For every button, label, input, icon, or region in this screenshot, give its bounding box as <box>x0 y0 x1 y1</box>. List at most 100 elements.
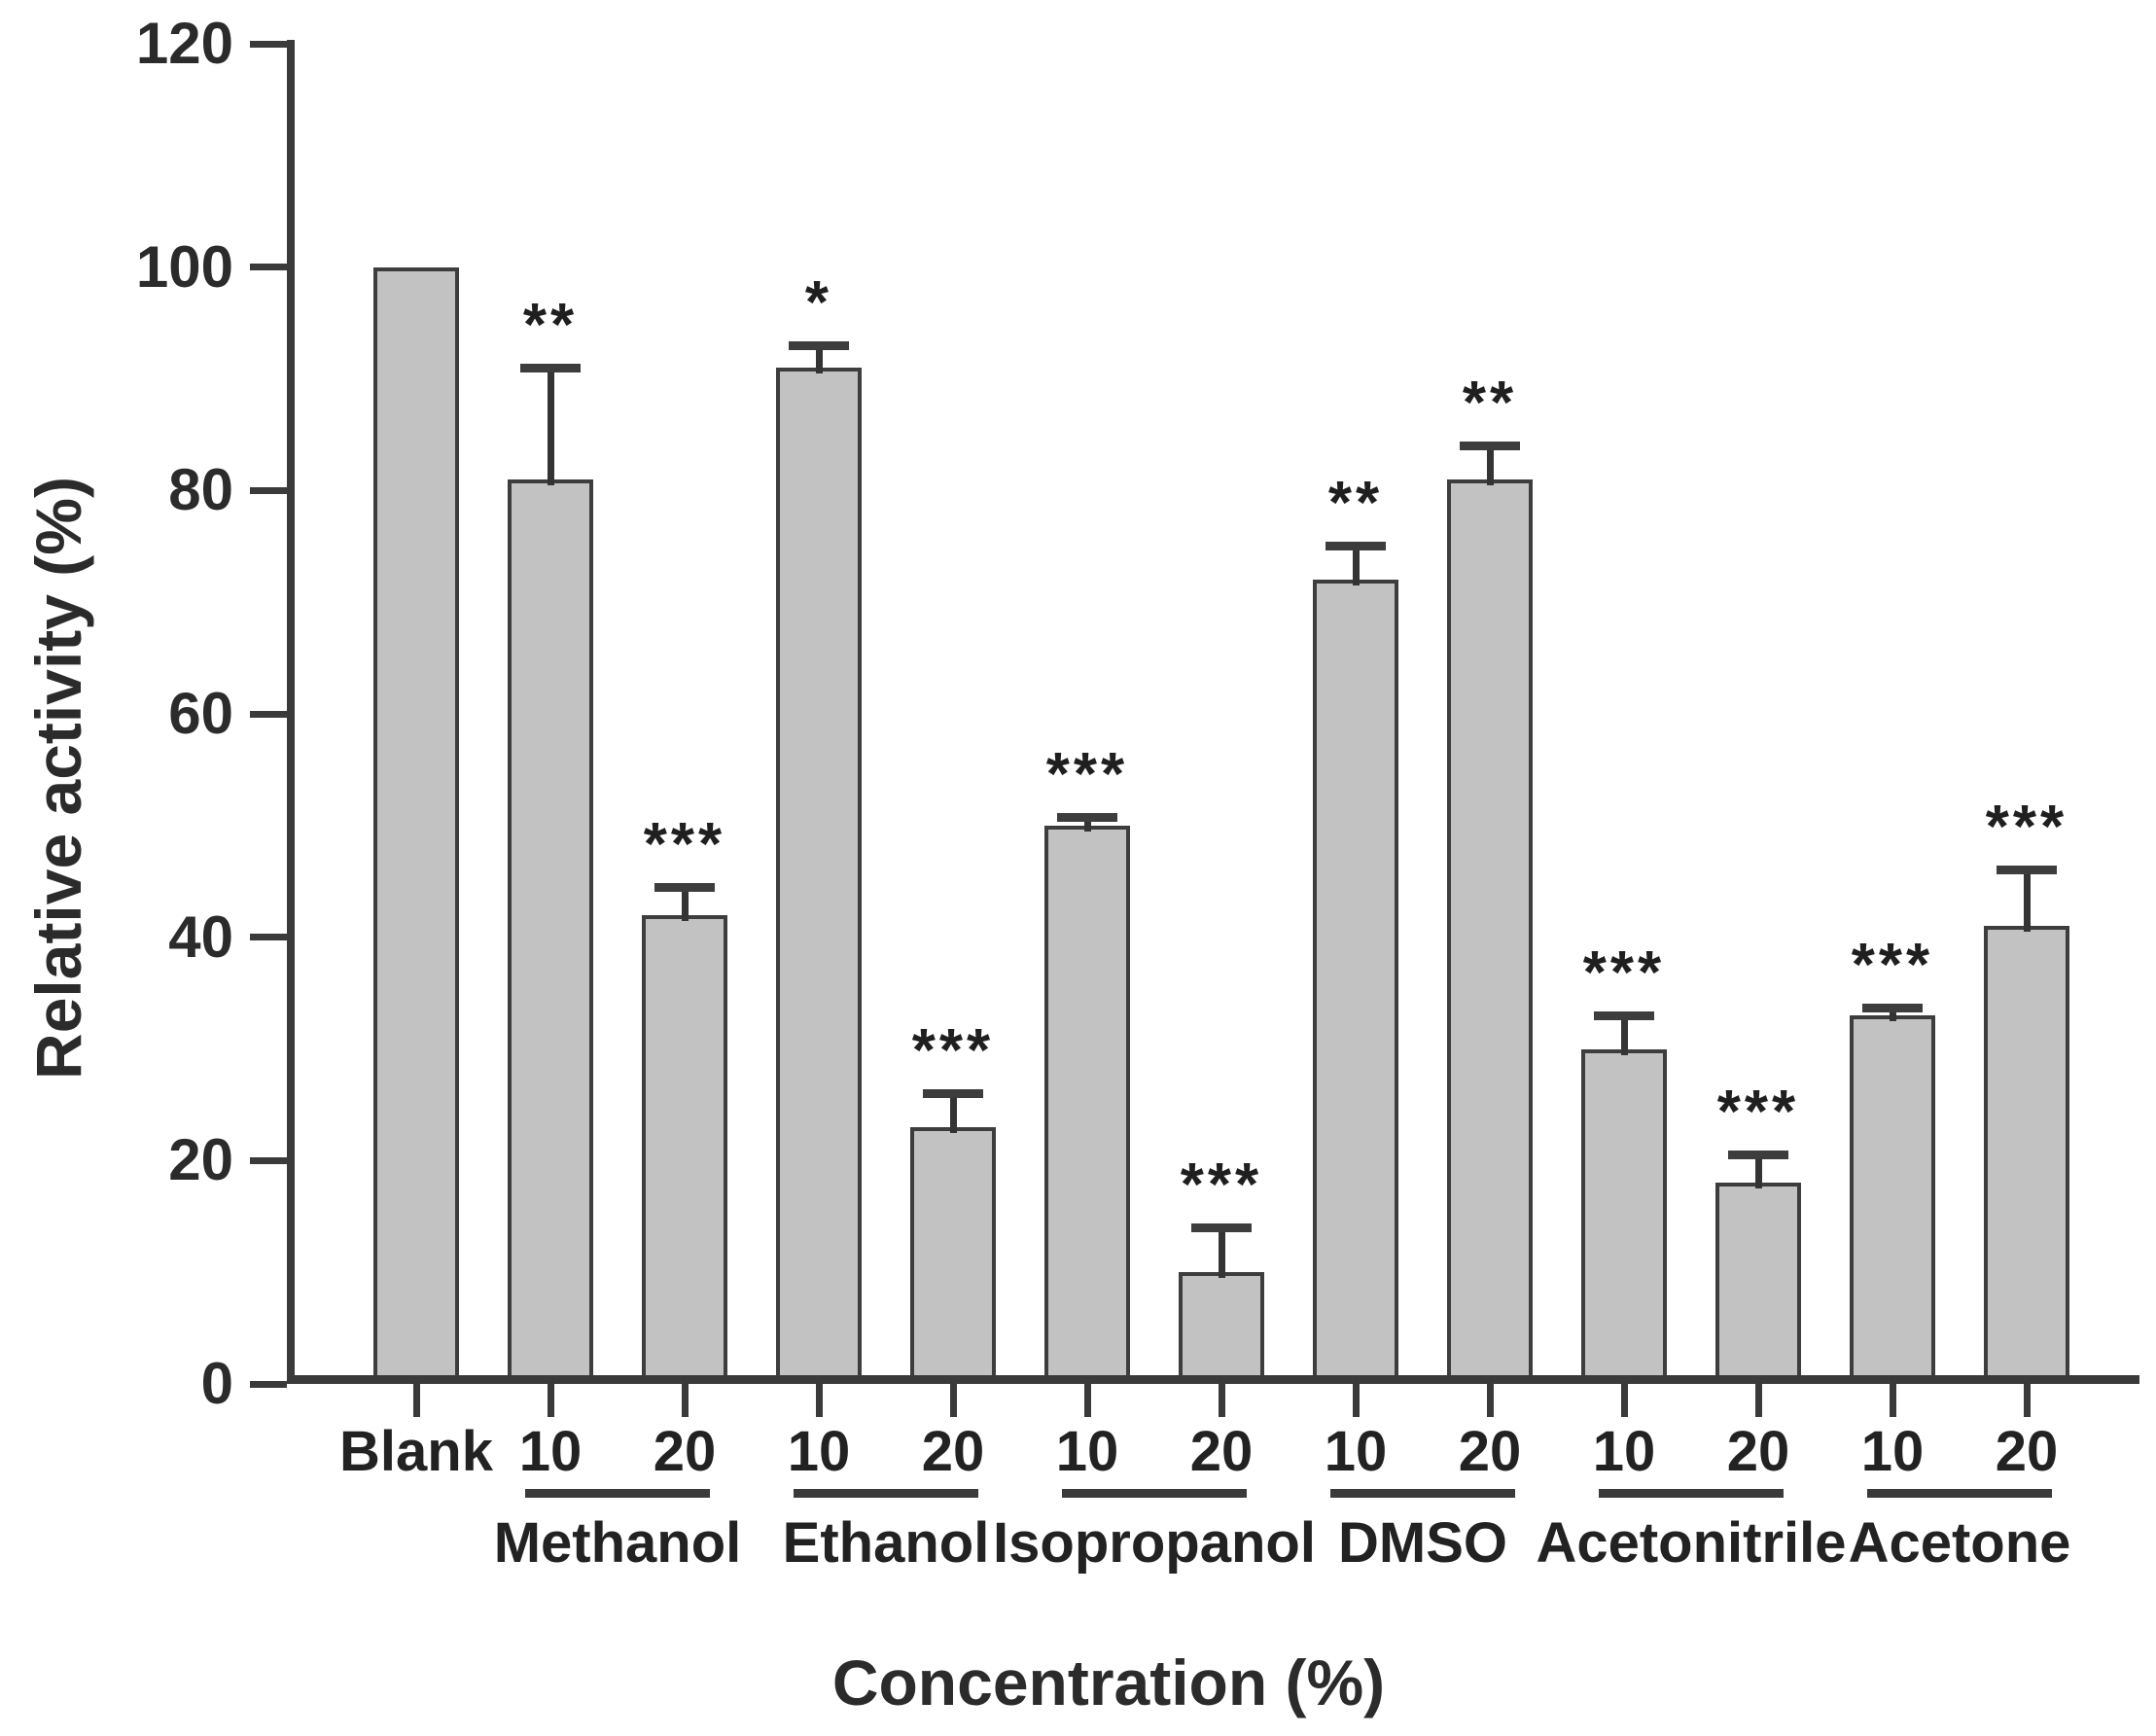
y-tick-label: 60 <box>168 681 233 746</box>
bar-slot7 <box>1313 580 1398 1384</box>
bar-slot9 <box>1581 1048 1667 1384</box>
y-tick <box>250 1380 287 1388</box>
x-tick <box>547 1384 554 1417</box>
significance-marker: *** <box>1180 1151 1263 1219</box>
error-bar <box>2023 869 2031 933</box>
significance-marker: *** <box>643 810 726 878</box>
y-tick <box>250 1156 287 1164</box>
significance-marker: ** <box>522 291 579 359</box>
bar-slot2 <box>642 914 727 1384</box>
error-bar-cap <box>654 882 715 892</box>
bar-slot8 <box>1447 478 1533 1384</box>
x-tick <box>1083 1384 1091 1417</box>
x-tick-label: 10 <box>787 1420 851 1483</box>
bar-slot5 <box>1044 825 1130 1384</box>
y-tick-label: 20 <box>168 1127 233 1193</box>
error-bar <box>1620 1015 1628 1055</box>
error-bar <box>1754 1154 1762 1189</box>
significance-marker: *** <box>1045 741 1129 809</box>
x-tick-label: 20 <box>1189 1420 1254 1483</box>
group-label: Acetonitrile <box>1536 1511 1847 1575</box>
x-tick <box>412 1384 420 1417</box>
y-tick-label: 0 <box>200 1351 233 1416</box>
error-bar <box>681 887 689 921</box>
significance-marker: *** <box>911 1016 995 1084</box>
significance-marker: *** <box>1716 1079 1800 1147</box>
bar-slot1 <box>508 478 593 1384</box>
error-bar-cap <box>1057 813 1117 823</box>
y-tick <box>250 264 287 271</box>
error-bar-cap <box>1325 542 1386 551</box>
x-tick-label: 20 <box>1726 1420 1790 1483</box>
group-underline <box>1062 1489 1247 1498</box>
bar-slot11 <box>1850 1015 1935 1384</box>
x-tick <box>815 1384 823 1417</box>
bar-slot12 <box>1984 926 2069 1384</box>
group-label: Isopropanol <box>993 1511 1316 1575</box>
x-tick <box>949 1384 957 1417</box>
y-tick <box>250 486 287 494</box>
y-tick-label: 40 <box>168 903 233 970</box>
group-underline <box>1867 1489 2052 1498</box>
error-bar-cap <box>1862 1003 1923 1012</box>
group-underline <box>1599 1489 1784 1498</box>
error-bar <box>547 368 554 485</box>
group-label: Ethanol <box>782 1511 990 1575</box>
significance-marker: *** <box>1582 939 1666 1007</box>
error-bar <box>1083 817 1091 832</box>
bar-slot3 <box>776 368 862 1384</box>
x-tick <box>681 1384 689 1417</box>
error-bar <box>949 1093 957 1133</box>
x-tick-label: 10 <box>1055 1420 1119 1483</box>
significance-marker: ** <box>1327 470 1384 538</box>
group-underline <box>794 1489 978 1498</box>
plot-area: 0 20 40 60 80 100 120 Blank ** 10 *** 20 * 10 *** 20 ***… <box>136 11 2139 1575</box>
significance-marker: *** <box>1851 931 1934 999</box>
y-tick <box>250 710 287 718</box>
error-bar <box>1486 445 1494 485</box>
x-tick-label: 10 <box>518 1420 583 1483</box>
x-tick <box>2023 1384 2031 1417</box>
y-axis-line <box>287 40 295 1384</box>
x-tick-label: 20 <box>1995 1420 2059 1483</box>
x-tick-label: 20 <box>921 1420 985 1483</box>
bar-slot6 <box>1179 1272 1264 1384</box>
error-bar <box>815 345 823 374</box>
x-tick <box>1889 1384 1896 1417</box>
x-tick <box>1754 1384 1762 1417</box>
group-label: DMSO <box>1338 1511 1507 1575</box>
x-axis-title: Concentration (%) <box>831 1647 1386 1718</box>
group-underline <box>525 1489 710 1498</box>
x-tick-label: 10 <box>1592 1420 1656 1483</box>
y-tick-label: 80 <box>168 457 233 523</box>
x-tick <box>1218 1384 1225 1417</box>
error-bar <box>1218 1227 1225 1279</box>
y-tick-label: 120 <box>135 11 233 76</box>
x-tick <box>1352 1384 1360 1417</box>
error-bar-cap <box>1191 1222 1252 1232</box>
group-underline <box>1330 1489 1515 1498</box>
significance-marker: ** <box>1462 369 1518 437</box>
error-bar-cap <box>520 363 581 372</box>
y-tick <box>250 934 287 941</box>
group-label: Acetone <box>1848 1511 2071 1575</box>
error-bar-cap <box>1997 866 2057 875</box>
x-tick-label: 10 <box>1324 1420 1388 1483</box>
y-axis-title: Relative activity (%) <box>22 477 94 1080</box>
error-bar-cap <box>789 340 849 350</box>
bar-slot4 <box>910 1126 996 1384</box>
x-tick-label: 20 <box>653 1420 717 1483</box>
error-bar-cap <box>923 1088 983 1098</box>
x-tick-label: 20 <box>1458 1420 1522 1483</box>
group-label: Methanol <box>493 1511 742 1575</box>
x-tick <box>1620 1384 1628 1417</box>
y-tick <box>250 40 287 48</box>
bar-slot10 <box>1715 1183 1801 1384</box>
x-tick-label: 10 <box>1860 1420 1925 1483</box>
bar-blank <box>373 266 459 1384</box>
x-tick <box>1486 1384 1494 1417</box>
significance-marker: *** <box>1985 794 2068 862</box>
x-tick-label: Blank <box>339 1420 493 1483</box>
error-bar <box>1889 1008 1896 1022</box>
